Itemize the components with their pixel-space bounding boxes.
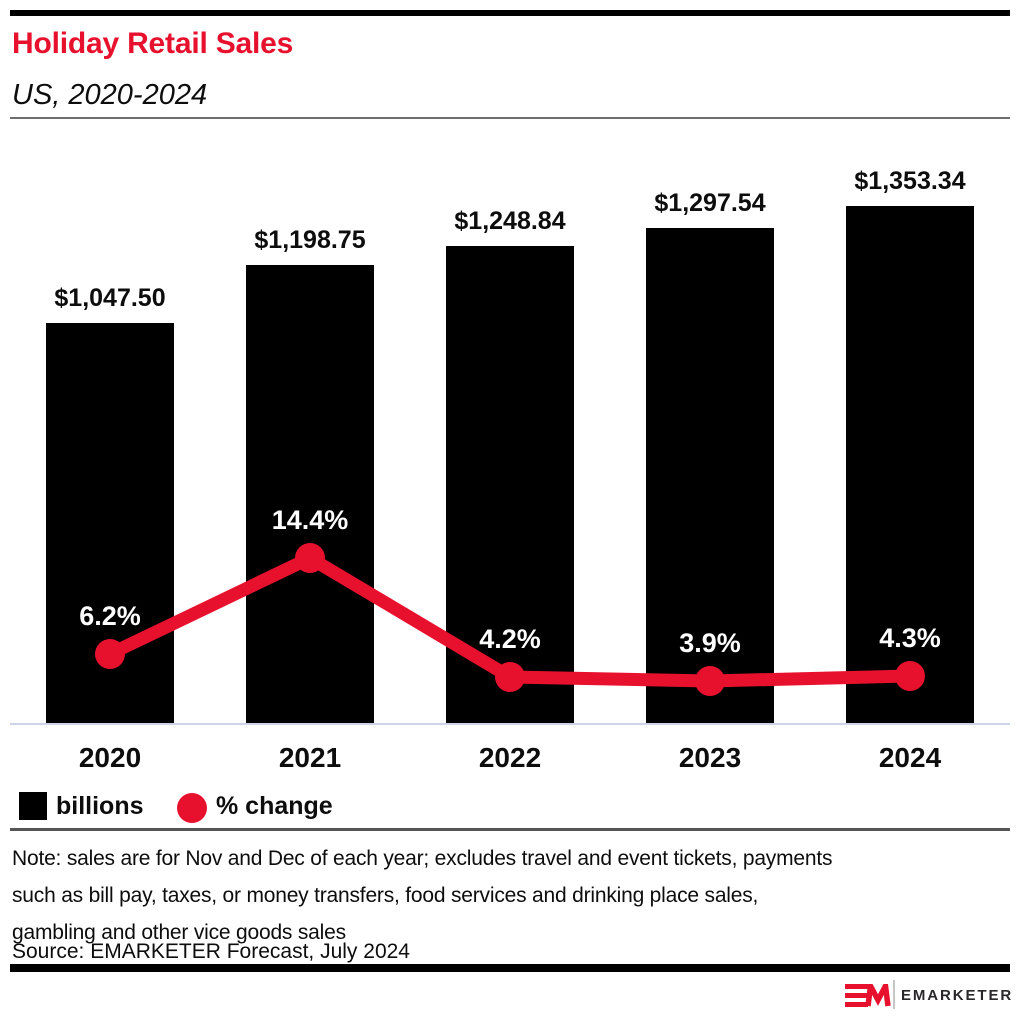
bar-2021	[246, 265, 374, 723]
header-divider	[10, 117, 1010, 119]
emarketer-logo-icon	[845, 984, 891, 1007]
footer-brand-name: EMARKETER	[901, 987, 1014, 1004]
footer-logo-divider	[893, 980, 895, 1009]
page-title: Holiday Retail Sales	[12, 27, 294, 60]
footnote-line: gambling and other vice goods sales	[12, 921, 346, 944]
legend-label-pct-change: % change	[216, 792, 333, 820]
year-label-2024: 2024	[878, 742, 942, 773]
bar-2020	[46, 323, 174, 723]
footnote-line: such as bill pay, taxes, or money transf…	[12, 884, 759, 907]
pct-change-label-2023: 3.9%	[679, 628, 741, 658]
bar-value-label-2022: $1,248.84	[454, 207, 566, 235]
legend-swatch-billions	[19, 792, 47, 820]
year-label-2021: 2021	[278, 742, 342, 773]
page-subtitle: US, 2020-2024	[12, 79, 208, 111]
legend: billions % change	[19, 790, 619, 823]
pct-change-label-2024: 4.3%	[879, 623, 941, 653]
year-label-2023: 2023	[678, 742, 742, 773]
top-rule	[10, 10, 1010, 16]
source-line: Source: EMARKETER Forecast, July 2024	[12, 940, 410, 963]
pct-change-label-2022: 4.2%	[479, 624, 541, 654]
legend-swatch-pct-change	[177, 793, 207, 823]
footnote: Note: sales are for Nov and Dec of each …	[12, 840, 832, 951]
footnote-line: Note: sales are for Nov and Dec of each …	[12, 847, 833, 870]
bar-value-label-2023: $1,297.54	[654, 189, 766, 217]
footer-divider-bar	[10, 964, 1010, 972]
bar-value-label-2024: $1,353.34	[854, 167, 966, 195]
bar-value-label-2020: $1,047.50	[54, 284, 166, 312]
year-label-2020: 2020	[78, 742, 142, 773]
pct-change-label-2020: 6.2%	[79, 601, 141, 631]
x-axis-line	[10, 723, 1010, 725]
bar-value-label-2021: $1,198.75	[254, 226, 366, 254]
legend-divider	[10, 828, 1010, 831]
pct-change-label-2021: 14.4%	[271, 505, 349, 535]
year-label-2022: 2022	[478, 742, 542, 773]
footer-brand: EMARKETER	[845, 978, 1014, 1012]
legend-label-billions: billions	[56, 792, 144, 820]
